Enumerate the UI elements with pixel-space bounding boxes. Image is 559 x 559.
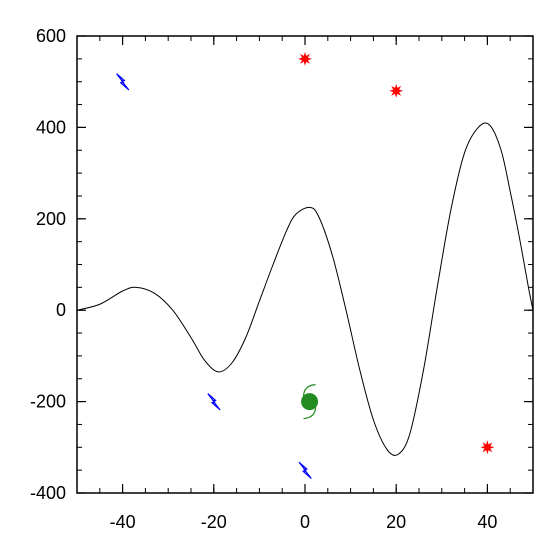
hurricane-marker-core (301, 393, 319, 411)
x-tick-label: -40 (110, 512, 136, 532)
y-tick-label: -200 (30, 392, 66, 412)
y-tick-label: 600 (36, 26, 66, 46)
axis-ticks (76, 35, 534, 494)
x-tick-label: 20 (386, 512, 406, 532)
star-burst-marker (389, 83, 404, 98)
series-layer (76, 51, 534, 479)
y-tick-label: 0 (56, 300, 66, 320)
star-burst-marker (298, 51, 312, 66)
lightning-marker (207, 393, 221, 411)
x-tick-label: 40 (477, 512, 497, 532)
series-line (76, 122, 534, 456)
lightning-marker (116, 73, 130, 91)
y-tick-label: 200 (36, 209, 66, 229)
y-tick-label: -400 (30, 483, 66, 503)
x-tick-label: -20 (201, 512, 227, 532)
hurricane-marker-arm (303, 406, 317, 420)
y-tick-label: 400 (36, 117, 66, 137)
lightning-marker (298, 461, 312, 479)
plot-frame (76, 35, 534, 494)
x-tick-label: 0 (300, 512, 310, 532)
hurricane-marker-arm (302, 384, 316, 397)
star-burst-marker (480, 440, 495, 455)
